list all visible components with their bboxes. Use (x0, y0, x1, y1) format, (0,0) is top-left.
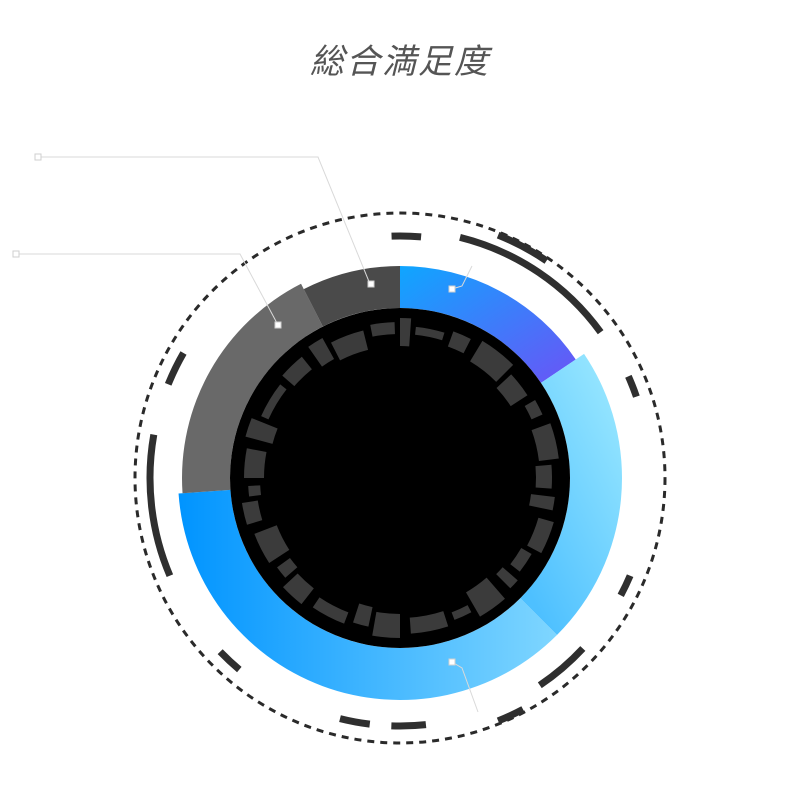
inner-ring-block (451, 605, 472, 620)
inner-ring-block (330, 330, 369, 361)
leader-line-dark (16, 253, 279, 326)
outer-arc (217, 649, 242, 673)
inner-ring-block (496, 374, 528, 407)
inner-ring-block (466, 577, 505, 617)
inner-ring-block (370, 322, 395, 337)
inner-ring-block (353, 603, 373, 627)
chart-title: 総合満足度 (310, 42, 490, 82)
segment-light-blue (520, 353, 622, 635)
outer-arc (164, 351, 187, 386)
outer-arc (496, 231, 549, 264)
inner-ring-block (400, 318, 412, 347)
leader-dot (12, 250, 20, 258)
outer-arc-group (146, 231, 640, 730)
inner-ring-block (282, 573, 314, 605)
inner-ring-block (308, 338, 335, 367)
leader-line-gray (38, 156, 371, 285)
inner-disc (230, 308, 570, 648)
outer-arc (391, 721, 427, 730)
outer-arc (625, 374, 640, 398)
inner-ring-block (535, 464, 552, 489)
outer-arc (496, 706, 525, 725)
inner-ring-block (470, 340, 514, 382)
leader-dot (34, 153, 42, 161)
inner-ring-block (282, 356, 312, 387)
inner-ring-block (527, 517, 554, 554)
leader-dot (448, 285, 456, 293)
inner-ring-block (510, 548, 532, 572)
inner-ring-block (277, 557, 298, 578)
outer-arc (339, 715, 371, 728)
outer-dashed-ring (133, 211, 667, 745)
outer-arc (537, 646, 586, 689)
inner-ring-block (241, 500, 263, 525)
inner-ring-block (409, 611, 449, 634)
inner-ring-block (244, 448, 267, 478)
segments-group (178, 266, 622, 700)
outer-arc (146, 433, 174, 578)
leader-dot (367, 280, 375, 288)
inner-ring-block (496, 567, 518, 589)
inner-ring-block (415, 326, 445, 341)
segment-dark-gray (303, 266, 400, 327)
inner-ring-block (312, 597, 349, 624)
inner-ring-block (254, 525, 290, 563)
outer-arc (617, 574, 634, 598)
segment-blue-bottom (178, 489, 557, 700)
inner-ring-block (372, 611, 400, 638)
leader-dot (448, 658, 456, 666)
inner-ring-block (248, 485, 262, 497)
outer-arc (459, 233, 604, 335)
inner-ring-block (447, 331, 471, 354)
inner-ring-block (261, 384, 287, 420)
inner-ring-block (531, 423, 559, 461)
inner-ring-block (245, 418, 278, 444)
outer-arc (391, 232, 422, 241)
leader-dot (274, 321, 282, 329)
inner-ring-block (529, 494, 555, 511)
segment-blue-top (400, 266, 576, 383)
inner-ring-group (241, 318, 559, 638)
segment-gray (182, 283, 323, 494)
leader-dots (12, 153, 456, 666)
inner-ring-block (524, 400, 543, 420)
